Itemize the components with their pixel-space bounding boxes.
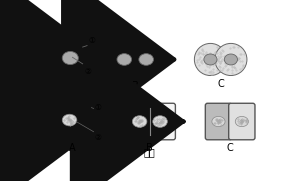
Text: C: C	[227, 143, 234, 153]
Ellipse shape	[132, 116, 147, 127]
Circle shape	[194, 43, 226, 75]
Ellipse shape	[204, 54, 217, 65]
Text: ②: ②	[94, 133, 101, 142]
Ellipse shape	[117, 54, 132, 65]
FancyBboxPatch shape	[229, 103, 255, 140]
Ellipse shape	[62, 51, 78, 65]
Circle shape	[215, 43, 247, 75]
Ellipse shape	[212, 116, 225, 127]
Text: ②: ②	[84, 67, 91, 76]
Text: 图乙: 图乙	[144, 147, 156, 157]
Ellipse shape	[139, 54, 154, 65]
Ellipse shape	[62, 114, 77, 126]
FancyBboxPatch shape	[124, 103, 176, 140]
Ellipse shape	[224, 54, 237, 65]
Text: 图甲: 图甲	[130, 86, 141, 96]
Text: ①: ①	[88, 36, 96, 45]
Circle shape	[53, 39, 94, 80]
Text: B: B	[146, 143, 153, 153]
Circle shape	[107, 42, 142, 77]
Text: B: B	[132, 81, 139, 91]
Text: C: C	[217, 79, 224, 89]
Ellipse shape	[235, 116, 248, 127]
Text: A: A	[69, 143, 76, 153]
Circle shape	[129, 42, 164, 77]
FancyBboxPatch shape	[205, 103, 231, 140]
FancyBboxPatch shape	[51, 103, 94, 140]
Text: ①: ①	[94, 103, 101, 112]
Text: A: A	[71, 84, 77, 94]
Ellipse shape	[153, 116, 167, 127]
